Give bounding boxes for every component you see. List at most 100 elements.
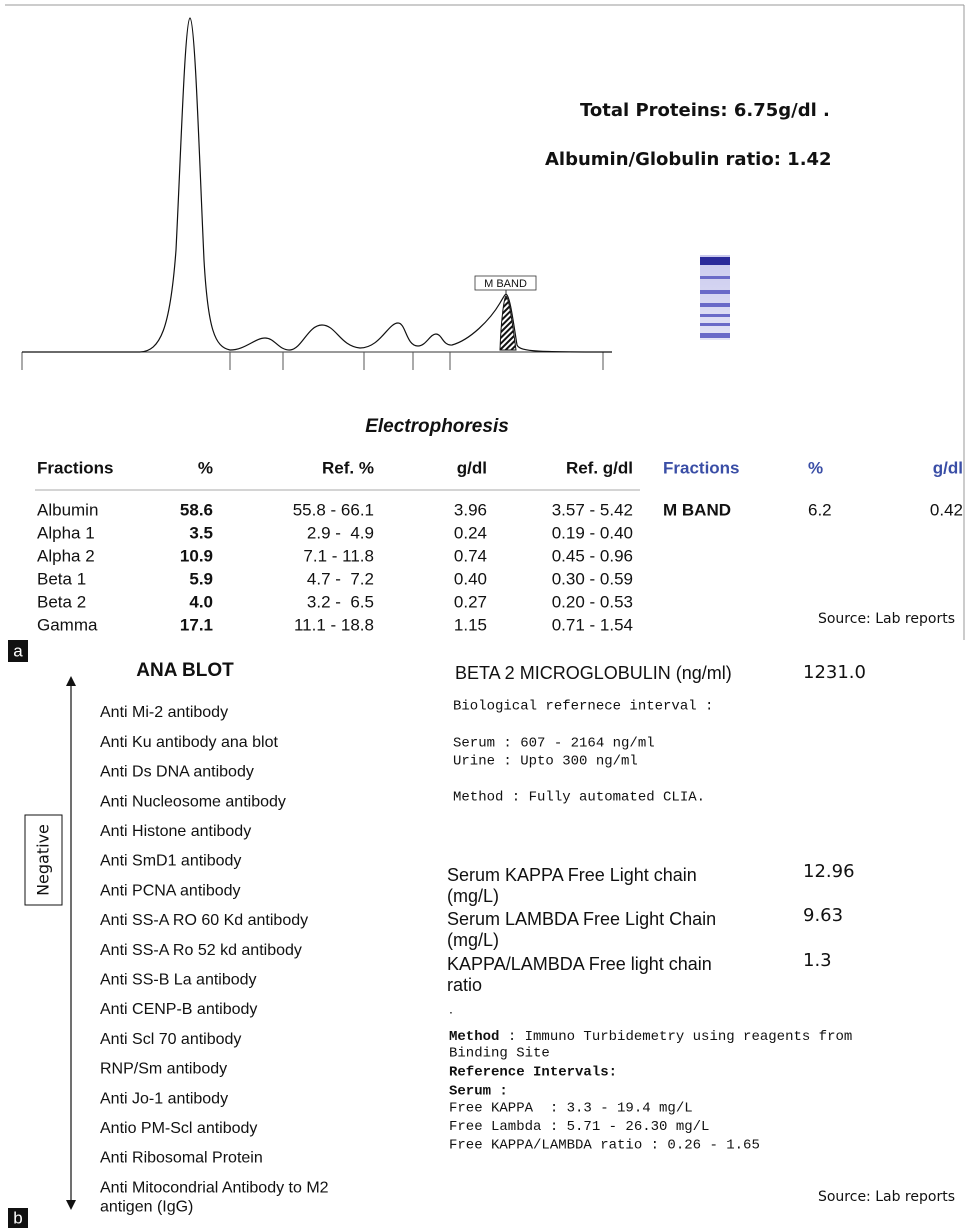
ref-line: Urine : Upto 300 ng/ml <box>453 754 638 770</box>
ref-line: Free KAPPA/LAMBDA ratio : 0.26 - 1.65 <box>449 1138 760 1154</box>
column-header: % <box>198 458 213 477</box>
ana-item: Anti PCNA antibody <box>100 882 241 899</box>
ref-title: Reference Intervals: <box>449 1065 617 1081</box>
column-header: g/dl <box>933 458 963 477</box>
ref-title: Biological refernece interval : <box>453 699 713 715</box>
ana-list: Anti Mi-2 antibody Anti Ku antibody ana b… <box>100 704 329 1215</box>
ana-item: Anti Jo-1 antibody <box>100 1090 228 1107</box>
gel-strip <box>700 255 730 340</box>
table-cell: 11.1 - 18.8 <box>294 615 374 634</box>
arrow <box>66 676 76 1210</box>
light-chain-value: 9.63 <box>803 905 843 926</box>
table-cell: 0.30 - 0.59 <box>552 569 633 588</box>
column-header: Ref. g/dl <box>566 458 633 477</box>
table-cell: 4.0 <box>189 592 213 611</box>
table-cell: 7.1 - 11.8 <box>303 546 374 565</box>
table-cell: Beta 1 <box>37 569 86 588</box>
column-header: Fractions <box>37 458 114 477</box>
table-cell: 10.9 <box>180 546 213 565</box>
ana-item: Anti CENP-B antibody <box>100 1001 257 1018</box>
ana-item: Anti SS-A Ro 52 kd antibody <box>100 942 302 959</box>
light-chain-value: 12.96 <box>803 861 855 882</box>
ana-title: ANA BLOT <box>136 660 234 681</box>
light-chains: Serum KAPPA Free Light chain(mg/L)12.96S… <box>447 861 855 995</box>
section-title: Electrophoresis <box>365 416 509 437</box>
light-chain-name: KAPPA/LAMBDA Free light chain <box>447 954 712 974</box>
ana-item: Anti Mitocondrial Antibody to M2 <box>100 1179 329 1196</box>
ana-item: Anti Mi-2 antibody <box>100 704 228 721</box>
table-cell: Gamma <box>37 615 98 634</box>
ana-item: RNP/Sm antibody <box>100 1061 227 1078</box>
table-cell: 55.8 - 66.1 <box>293 500 374 519</box>
light-chain-name: Serum KAPPA Free Light chain <box>447 865 697 885</box>
ref-line: Free Lambda : 5.71 - 26.30 mg/L <box>449 1119 709 1135</box>
ana-item: Anti Histone antibody <box>100 823 251 840</box>
ref-lines: Free KAPPA : 3.3 - 19.4 mg/L Free Lambda … <box>449 1101 760 1154</box>
ana-item: Anti SS-A RO 60 Kd antibody <box>100 912 308 929</box>
method-text: : Immuno Turbidemetry using reagents fro… <box>499 1029 852 1045</box>
table-cell: 58.6 <box>180 500 213 519</box>
ana-item: antigen (IgG) <box>100 1198 193 1215</box>
table-cell: 0.40 <box>454 569 487 588</box>
table-cell: 0.74 <box>454 546 487 565</box>
source-note: Source: Lab reports <box>818 611 955 627</box>
light-chain-name: (mg/L) <box>447 886 499 906</box>
dot: . <box>449 1001 453 1017</box>
table-cell: 0.42 <box>930 500 963 519</box>
table-cell: 0.71 - 1.54 <box>552 615 633 634</box>
method-text: Binding Site <box>449 1046 550 1062</box>
method-label: Method <box>449 1029 499 1045</box>
ana-item: Anti Ribosomal Protein <box>100 1150 263 1167</box>
ref-line: Serum : 607 - 2164 ng/ml <box>453 736 655 752</box>
table-cell: Albumin <box>37 500 98 519</box>
table-cell: 17.1 <box>180 615 213 634</box>
source-note: Source: Lab reports <box>818 1189 955 1205</box>
table-cell: 0.24 <box>454 523 487 542</box>
table-cell: 0.20 - 0.53 <box>552 592 633 611</box>
fractions-table: Fractions% Ref. % g/dl Ref. g/dl Albumin 58.6… <box>37 458 633 634</box>
table-cell: 5.9 <box>189 569 213 588</box>
table-cell: 3.2 - 6.5 <box>307 592 374 611</box>
densitometry-trace <box>22 18 612 370</box>
ana-item: Anti Ku antibody ana blot <box>100 734 278 751</box>
axis-label: Negative <box>34 824 53 896</box>
report-figure: M BAND Total Proteins: 6.75g/dl . Albumi… <box>0 0 967 1228</box>
m-band-marker: M BAND <box>484 278 527 290</box>
beta2-value: 1231.0 <box>803 662 866 683</box>
column-header: g/dl <box>457 458 487 477</box>
beta2-name: BETA 2 MICROGLOBULIN (ng/ml) <box>455 663 732 683</box>
ana-item: Anti Nucleosome antibody <box>100 793 286 810</box>
table-cell: 6.2 <box>808 500 832 519</box>
light-chain-value: 1.3 <box>803 950 832 971</box>
method-line: Method : Immuno Turbidemetry using reage… <box>449 1029 852 1045</box>
ref-serum: Serum : <box>449 1084 508 1100</box>
method: Method : Fully automated CLIA. <box>453 790 705 806</box>
ref-line: Free KAPPA : 3.3 - 19.4 mg/L <box>449 1101 693 1117</box>
ana-item: Anti SmD1 antibody <box>100 853 241 870</box>
column-header: Ref. % <box>322 458 374 477</box>
ag-ratio: Albumin/Globulin ratio: 1.42 <box>545 149 832 170</box>
table-cell: Alpha 2 <box>37 546 95 565</box>
light-chain-name: Serum LAMBDA Free Light Chain <box>447 909 716 929</box>
table-cell: Alpha 1 <box>37 523 95 542</box>
light-chain-name: ratio <box>447 975 482 995</box>
table-cell: 2.9 - 4.9 <box>307 523 374 542</box>
table-cell: 3.96 <box>454 500 487 519</box>
panel-label: a <box>13 641 23 660</box>
table-cell: 3.57 - 5.42 <box>552 500 633 519</box>
table-cell: 0.45 - 0.96 <box>552 546 633 565</box>
light-chain-name: (mg/L) <box>447 930 499 950</box>
table-cell: Beta 2 <box>37 592 86 611</box>
ana-item: Antio PM-Scl antibody <box>100 1120 257 1137</box>
total-proteins: Total Proteins: 6.75g/dl . <box>580 100 830 121</box>
table-cell: M BAND <box>663 500 731 519</box>
table-cell: 3.5 <box>189 523 213 542</box>
column-header: % <box>808 458 823 477</box>
panel-label: b <box>13 1208 22 1227</box>
m-band-table: Fractions% g/dl M BAND 6.2 0.42 <box>663 458 963 519</box>
ana-item: Anti Ds DNA antibody <box>100 764 254 781</box>
table-cell: 1.15 <box>454 615 487 634</box>
ana-item: Anti Scl 70 antibody <box>100 1031 241 1048</box>
column-header: Fractions <box>663 458 740 477</box>
table-cell: 4.7 - 7.2 <box>307 569 374 588</box>
